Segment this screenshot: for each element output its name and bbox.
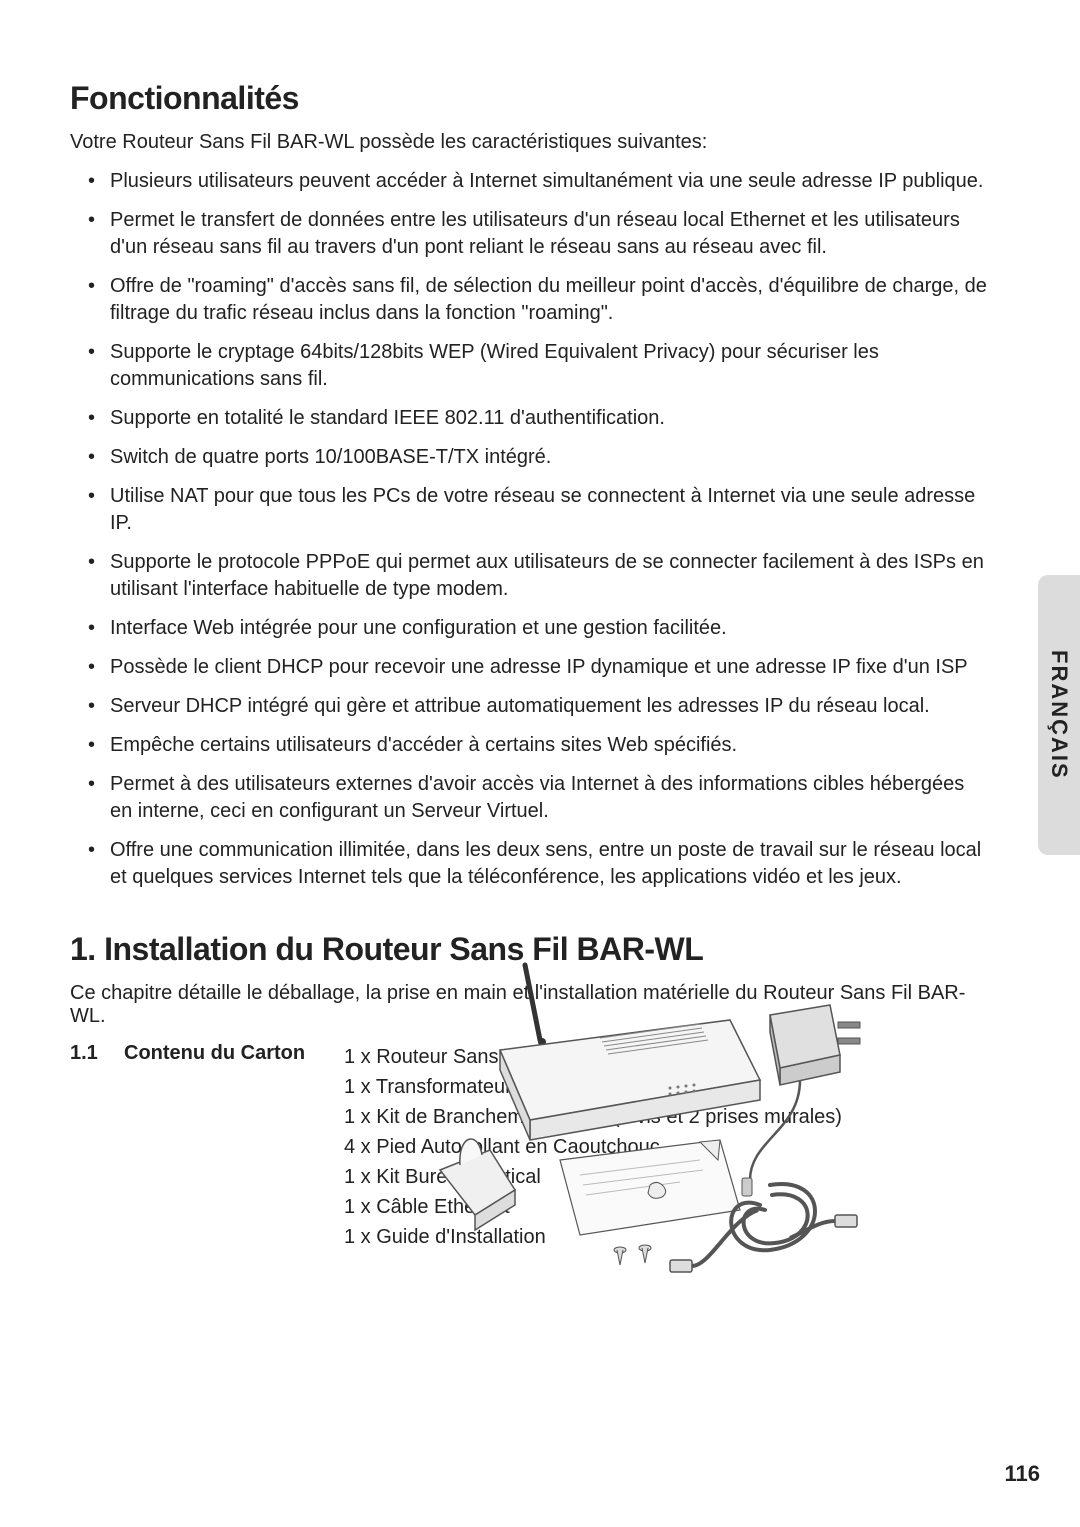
list-item: Permet le transfert de données entre les… — [92, 207, 990, 261]
language-tab: FRANÇAIS — [1038, 575, 1080, 855]
list-item: Possède le client DHCP pour recevoir une… — [92, 654, 990, 681]
list-item: Switch de quatre ports 10/100BASE-T/TX i… — [92, 444, 990, 471]
list-item: Utilise NAT pour que tous les PCs de vot… — [92, 483, 990, 537]
list-item: Serveur DHCP intégré qui gère et attribu… — [92, 693, 990, 720]
list-item: Offre une communication illimitée, dans … — [92, 837, 990, 891]
subsection-number: 1.1 — [70, 1042, 124, 1065]
section-intro-features: Votre Routeur Sans Fil BAR-WL possède le… — [70, 131, 990, 154]
list-item: Empêche certains utilisateurs d'accéder … — [92, 732, 990, 759]
list-item: Supporte en totalité le standard IEEE 80… — [92, 405, 990, 432]
list-item: Supporte le cryptage 64bits/128bits WEP … — [92, 339, 990, 393]
language-tab-label: FRANÇAIS — [1046, 650, 1072, 780]
section-title-features: Fonctionnalités — [70, 80, 990, 117]
document-page: Fonctionnalités Votre Routeur Sans Fil B… — [0, 0, 1080, 1527]
list-item: Interface Web intégrée pour une configur… — [92, 615, 990, 642]
list-item: Plusieurs utilisateurs peuvent accéder à… — [92, 168, 990, 195]
subsection-title: Contenu du Carton — [124, 1042, 344, 1065]
features-list: Plusieurs utilisateurs peuvent accéder à… — [70, 168, 990, 891]
list-item: Permet à des utilisateurs externes d'avo… — [92, 771, 990, 825]
list-item: Offre de "roaming" d'accès sans fil, de … — [92, 273, 990, 327]
list-item: Supporte le protocole PPPoE qui permet a… — [92, 549, 990, 603]
box-contents-illustration — [420, 960, 900, 1280]
page-number: 116 — [1005, 1461, 1041, 1487]
